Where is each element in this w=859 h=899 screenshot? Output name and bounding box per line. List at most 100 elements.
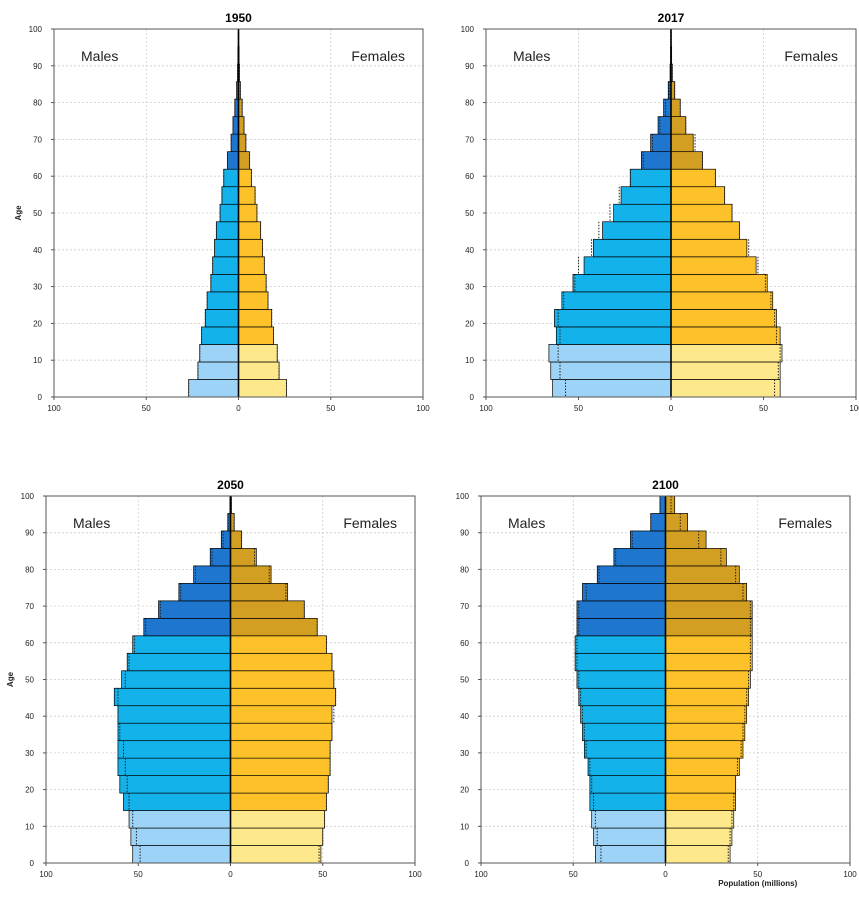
- y-tick-label: 90: [25, 529, 34, 538]
- female-bar-50-54: [670, 203, 733, 223]
- male-bar-70-74: [650, 133, 672, 153]
- male-bar-25-29: [561, 291, 672, 310]
- female-bar-30-34: [230, 740, 331, 759]
- male-bar-65-69: [576, 617, 666, 637]
- y-tick-label: 50: [25, 676, 34, 685]
- female-bar-70-74: [670, 133, 694, 153]
- female-bar-45-49: [230, 687, 337, 707]
- female-bar-35-39: [230, 722, 333, 742]
- male-bar-65-69: [143, 617, 231, 637]
- female-bar-45-49: [670, 221, 740, 240]
- x-tick-label: 50: [318, 870, 327, 879]
- male-bar-15-19: [589, 792, 666, 811]
- y-tick-label: 50: [465, 209, 474, 218]
- female-bar-60-64: [665, 635, 753, 654]
- females-label: Females: [784, 48, 838, 64]
- male-bar-55-59: [574, 652, 666, 672]
- x-tick-label: 100: [408, 870, 422, 879]
- female-bar-25-29: [670, 291, 774, 310]
- female-bar-35-39: [670, 256, 757, 275]
- male-bar-40-44: [214, 238, 239, 258]
- y-tick-label: 40: [460, 712, 469, 721]
- male-bar-0-4: [132, 845, 231, 864]
- female-bar-5-9: [665, 827, 733, 846]
- female-bar-50-54: [238, 203, 258, 223]
- male-bar-35-39: [117, 722, 231, 742]
- males-label: Males: [81, 48, 118, 64]
- y-tick-label: 40: [33, 246, 42, 255]
- females-label: Females: [343, 515, 397, 531]
- male-bar-15-19: [555, 326, 672, 345]
- y-tick-label: 20: [460, 786, 469, 795]
- y-tick-label: 10: [460, 822, 469, 831]
- pyramid-panel-2017: 2017 Males Females 0 10 20 30 40 50 60 70 80 90 100 10…: [461, 11, 859, 413]
- male-bar-25-29: [117, 757, 231, 776]
- y-tick-label: 100: [461, 25, 475, 34]
- pyramid-panel-2100: 2100 Males Females 0 10 20 30 40 50 60 70 80 90 100 10…: [456, 478, 858, 888]
- female-bar-80-84: [665, 565, 740, 584]
- male-bar-10-14: [548, 344, 672, 363]
- y-tick-label: 100: [456, 492, 470, 501]
- male-bar-75-79: [582, 583, 666, 602]
- female-bar-65-69: [665, 617, 753, 637]
- male-bar-85-89: [613, 548, 666, 567]
- male-bar-70-74: [576, 600, 666, 619]
- male-bar-20-24: [204, 309, 239, 328]
- male-bar-10-14: [591, 810, 666, 829]
- x-tick-label: 100: [47, 404, 61, 413]
- female-bar-20-24: [665, 775, 736, 794]
- male-bar-30-34: [117, 740, 231, 759]
- male-bar-75-79: [232, 116, 239, 135]
- y-tick-label: 20: [25, 786, 34, 795]
- y-tick-label: 100: [29, 25, 43, 34]
- male-bar-70-74: [158, 600, 231, 619]
- y-tick-label: 80: [460, 565, 469, 574]
- female-bar-10-14: [670, 344, 783, 363]
- male-bar-50-54: [219, 203, 239, 223]
- female-bar-70-74: [230, 600, 305, 619]
- y-tick-label: 70: [460, 602, 469, 611]
- y-tick-label: 30: [25, 749, 34, 758]
- male-bar-20-24: [119, 775, 231, 794]
- females-label: Females: [778, 515, 832, 531]
- x-tick-label: 0: [228, 870, 233, 879]
- y-tick-label: 100: [21, 492, 35, 501]
- female-bar-70-74: [665, 600, 753, 619]
- female-bar-30-34: [670, 273, 768, 293]
- female-bar-25-29: [665, 757, 740, 776]
- female-bar-55-59: [238, 186, 256, 205]
- male-bar-55-59: [221, 186, 239, 205]
- y-tick-label: 10: [465, 356, 474, 365]
- male-bar-95-99: [650, 513, 666, 532]
- female-bar-85-89: [665, 548, 727, 567]
- females-label: Females: [351, 48, 405, 64]
- y-tick-label: 90: [465, 62, 474, 71]
- male-bar-90-94: [630, 530, 666, 549]
- female-bar-10-14: [665, 810, 735, 829]
- female-bar-15-19: [670, 326, 781, 345]
- female-bar-40-44: [230, 705, 333, 724]
- female-bar-35-39: [238, 256, 265, 275]
- x-tick-label: 50: [326, 404, 335, 413]
- male-bar-15-19: [123, 792, 231, 811]
- y-tick-label: 20: [465, 319, 474, 328]
- pyramid-panel-1950: 1950 Males Females 0 10 20 30 40 50 60 70 80 90 100 10…: [14, 11, 430, 413]
- male-bar-45-49: [216, 221, 239, 240]
- x-tick-label: 100: [39, 870, 53, 879]
- female-bar-0-4: [230, 845, 322, 864]
- y-tick-label: 0: [465, 859, 470, 868]
- female-bar-50-54: [230, 670, 335, 689]
- male-bar-0-4: [595, 845, 666, 864]
- female-bar-55-59: [230, 652, 333, 672]
- pyramid-panel-2050: 2050 Males Females 0 10 20 30 40 50 60 70 80 90 100 10…: [6, 478, 422, 879]
- x-axis-label: Population (millions): [718, 879, 797, 888]
- x-tick-label: 50: [569, 870, 578, 879]
- male-bar-25-29: [206, 291, 239, 310]
- female-bar-35-39: [665, 722, 746, 742]
- panel-title: 2100: [652, 478, 679, 492]
- female-bar-50-54: [665, 670, 751, 689]
- y-tick-label: 30: [460, 749, 469, 758]
- y-tick-label: 90: [33, 62, 42, 71]
- male-bar-50-54: [576, 670, 666, 689]
